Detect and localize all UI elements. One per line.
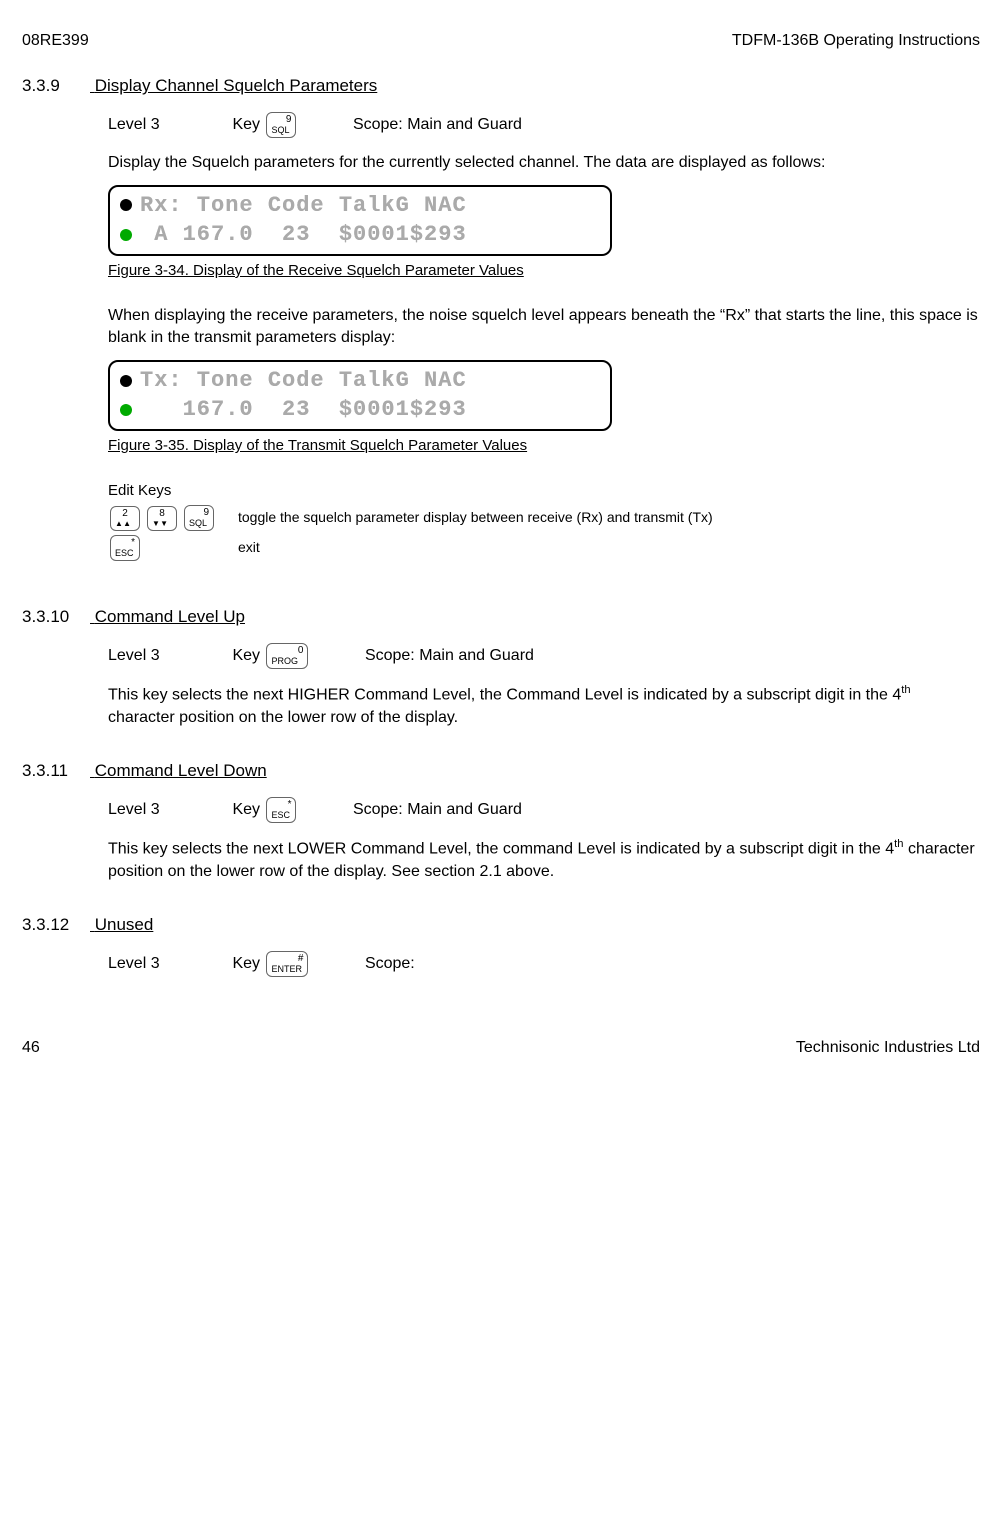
keycap-top: 0 (271, 646, 303, 656)
lcd-display-rx: Rx: Tone Code TalkG NAC A 167.0 23 $0001… (108, 185, 612, 256)
lcd-text: Tx: Tone Code TalkG NAC (140, 366, 467, 396)
key-star-esc: * ESC (266, 797, 296, 823)
footer-company: Technisonic Industries Ltd (796, 1037, 980, 1059)
level-key-scope-row: Level 3 Key * ESC Scope: Main and Guard (108, 797, 980, 823)
key-9-sql: 9 SQL (184, 505, 214, 531)
section-title: Unused (95, 915, 154, 934)
section-paragraph: This key selects the next HIGHER Command… (108, 683, 980, 729)
led-black-icon (120, 375, 132, 387)
key-0-prog: 0 PROG (266, 643, 308, 669)
edit-keys-row-toggle: 2 ▲ ▲ 8 ▼ ▼ 9 SQL toggle the squelch par… (108, 505, 980, 531)
lcd-text: Rx: Tone Code TalkG NAC (140, 191, 467, 221)
lcd-line-1: Tx: Tone Code TalkG NAC (120, 366, 600, 396)
figure-3-34-caption: Figure 3-34. Display of the Receive Sque… (108, 260, 980, 281)
section-3-3-11-heading: 3.3.11 Command Level Down (22, 759, 980, 783)
scope-label: Scope: Main and Guard (353, 114, 522, 136)
lcd-display-tx: Tx: Tone Code TalkG NAC 167.0 23 $0001$2… (108, 360, 612, 431)
scope-label: Scope: (365, 953, 415, 975)
level-label: Level 3 (108, 114, 228, 136)
level-label: Level 3 (108, 953, 228, 975)
key-8-down: 8 ▼ ▼ (147, 506, 177, 531)
edit-keys-row-exit: * ESC exit (108, 535, 980, 561)
key-9-sql: 9 SQL (266, 112, 296, 138)
key-label: Key (232, 953, 260, 975)
key-hash-enter: # ENTER (266, 951, 308, 977)
keycap-bottom: SQL (271, 126, 291, 135)
keycap-top: 9 (189, 508, 209, 518)
section-3-3-10-heading: 3.3.10 Command Level Up (22, 605, 980, 629)
keycap-bottom: ENTER (271, 965, 303, 974)
key-label: Key (232, 645, 260, 667)
lcd-text: 167.0 23 $0001$293 (140, 395, 467, 425)
header-left: 08RE399 (22, 30, 89, 52)
keycap-bottom: SQL (189, 519, 209, 528)
key-label: Key (232, 114, 260, 136)
level-key-scope-row: Level 3 Key # ENTER Scope: (108, 951, 980, 977)
header-right: TDFM-136B Operating Instructions (732, 30, 980, 52)
edit-keys-heading: Edit Keys (108, 480, 980, 501)
edit-key-desc: toggle the squelch parameter display bet… (238, 508, 713, 528)
para-pre: This key selects the next HIGHER Command… (108, 686, 901, 703)
scope-label: Scope: Main and Guard (365, 645, 534, 667)
para-post: character position on the lower row of t… (108, 709, 458, 726)
level-key-scope-row: Level 3 Key 0 PROG Scope: Main and Guard (108, 643, 980, 669)
lcd-line-1: Rx: Tone Code TalkG NAC (120, 191, 600, 221)
mid-paragraph: When displaying the receive parameters, … (108, 305, 980, 350)
keycap-bottom: PROG (271, 657, 303, 666)
up-arrows-icon: ▲ ▲ (115, 520, 135, 528)
section-3-3-9-heading: 3.3.9 Display Channel Squelch Parameters (22, 74, 980, 98)
keycap-top: * (115, 538, 135, 548)
section-number: 3.3.11 (22, 759, 90, 783)
level-key-scope-row: Level 3 Key 9 SQL Scope: Main and Guard (108, 112, 980, 138)
keycap-top: 2 (115, 509, 135, 519)
led-green-icon (120, 404, 132, 416)
section-number: 3.3.12 (22, 913, 90, 937)
figure-3-35-caption: Figure 3-35. Display of the Transmit Squ… (108, 435, 980, 456)
down-arrows-icon: ▼ ▼ (152, 520, 172, 528)
para-sup: th (894, 838, 903, 850)
section-paragraph: This key selects the next LOWER Command … (108, 837, 980, 883)
key-label: Key (232, 799, 260, 821)
keycap-top: # (271, 954, 303, 964)
para-sup: th (901, 684, 910, 696)
page-number: 46 (22, 1037, 40, 1059)
keycap-top: 9 (271, 115, 291, 125)
lcd-line-2: A 167.0 23 $0001$293 (120, 220, 600, 250)
lcd-line-2: 167.0 23 $0001$293 (120, 395, 600, 425)
keycap-bottom: ESC (115, 549, 135, 558)
section-number: 3.3.10 (22, 605, 90, 629)
keycap-top: 8 (152, 509, 172, 519)
keycap-bottom: ESC (271, 811, 291, 820)
section-title: Command Level Up (95, 607, 245, 626)
page-footer: 46 Technisonic Industries Ltd (22, 1037, 980, 1059)
level-label: Level 3 (108, 799, 228, 821)
section-title: Display Channel Squelch Parameters (95, 76, 378, 95)
section-title: Command Level Down (95, 761, 267, 780)
led-green-icon (120, 229, 132, 241)
edit-key-desc: exit (238, 538, 260, 558)
key-star-esc: * ESC (110, 535, 140, 561)
led-black-icon (120, 199, 132, 211)
lcd-text: A 167.0 23 $0001$293 (140, 220, 467, 250)
scope-label: Scope: Main and Guard (353, 799, 522, 821)
intro-paragraph: Display the Squelch parameters for the c… (108, 152, 980, 174)
section-3-3-12-heading: 3.3.12 Unused (22, 913, 980, 937)
keycap-top: * (271, 800, 291, 810)
section-number: 3.3.9 (22, 74, 90, 98)
key-2-up: 2 ▲ ▲ (110, 506, 140, 531)
page-header: 08RE399 TDFM-136B Operating Instructions (22, 30, 980, 52)
para-pre: This key selects the next LOWER Command … (108, 840, 894, 857)
level-label: Level 3 (108, 645, 228, 667)
